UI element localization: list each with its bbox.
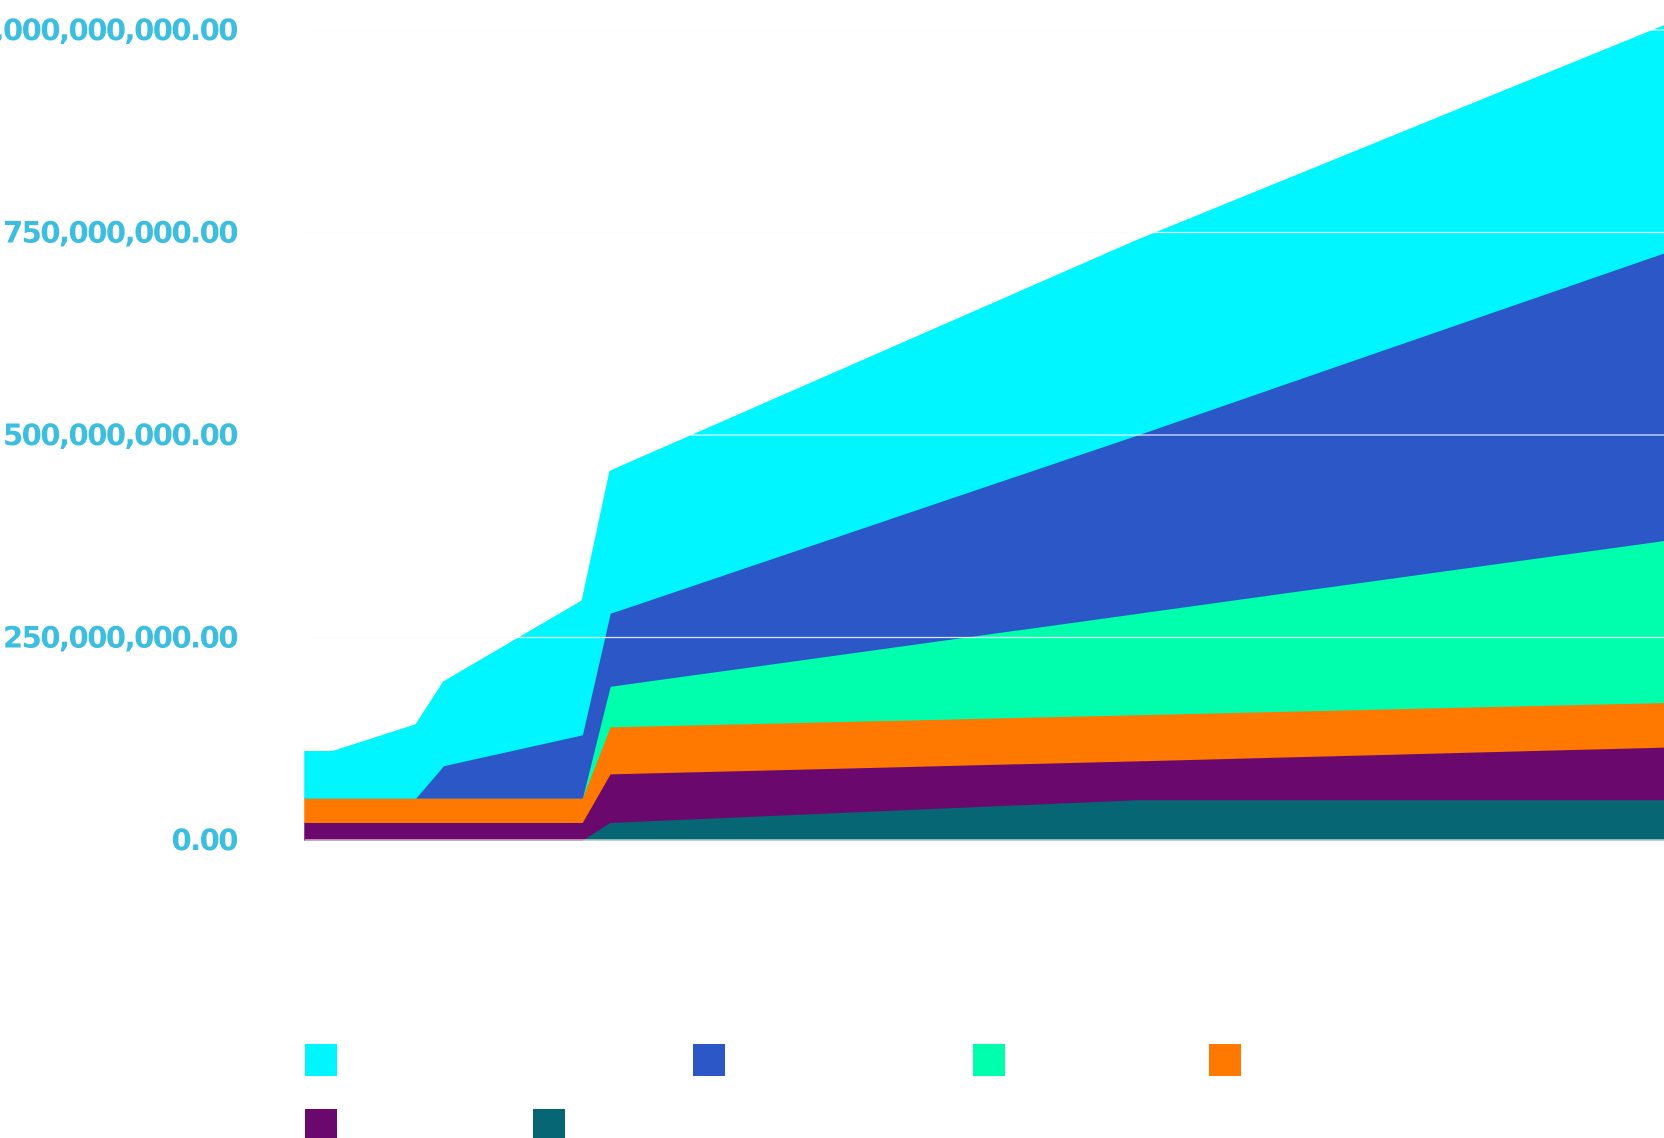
legend-swatch [305, 1044, 337, 1076]
area-series-6[interactable] [304, 25, 1664, 799]
y-tick-label: 500,000,000.00 [3, 418, 237, 452]
y-tick-label: 250,000,000.00 [3, 621, 237, 655]
legend-swatch [533, 1109, 565, 1138]
y-tick-label: 0.00 [171, 823, 237, 857]
y-tick-label: 1,000,000,000.00 [0, 13, 237, 47]
legend-swatch [1209, 1044, 1241, 1076]
overlay-grid-layer [305, 29, 1664, 841]
legend [305, 1044, 1241, 1138]
legend-swatch [973, 1044, 1005, 1076]
legend-swatch [693, 1044, 725, 1076]
legend-swatch [305, 1109, 337, 1138]
y-tick-label: 750,000,000.00 [3, 216, 237, 250]
y-axis: 0.00 250,000,000.00 500,000,000.00 750,000,… [0, 13, 239, 857]
area-layer [304, 25, 1664, 841]
